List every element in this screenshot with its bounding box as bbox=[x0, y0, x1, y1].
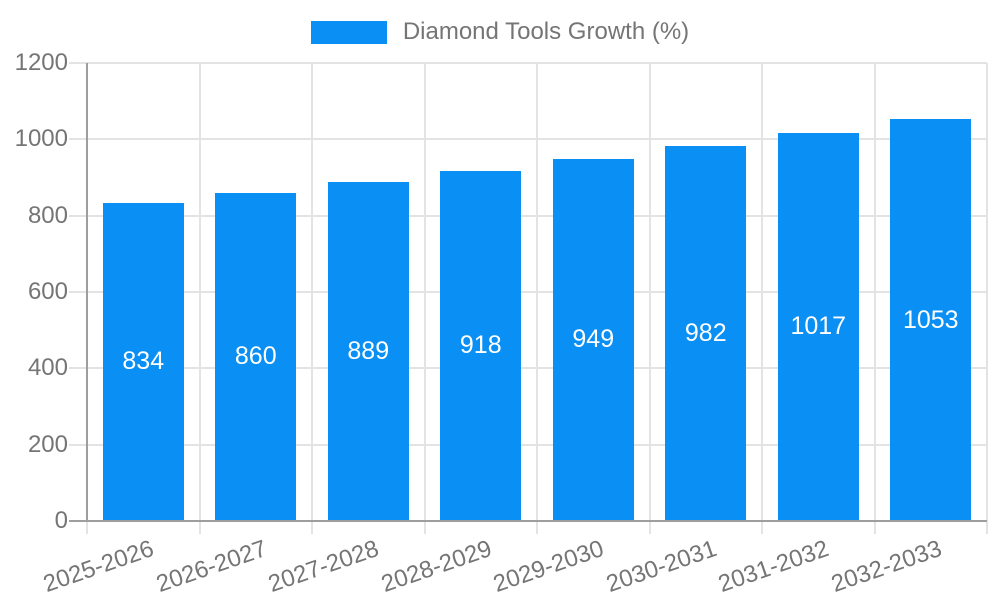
x-tick-label: 2027-2028 bbox=[265, 535, 383, 598]
x-grid-line bbox=[311, 63, 313, 534]
bar[interactable]: 982 bbox=[665, 146, 747, 521]
x-axis-line bbox=[69, 520, 987, 522]
y-grid-line bbox=[69, 138, 987, 141]
x-tick-label: 2031-2032 bbox=[715, 535, 833, 598]
bar-value-label: 889 bbox=[347, 336, 390, 365]
bar-value-label: 949 bbox=[572, 325, 615, 354]
legend[interactable]: Diamond Tools Growth (%) bbox=[0, 18, 1000, 46]
x-grid-line bbox=[198, 63, 201, 534]
bar[interactable]: 1053 bbox=[890, 119, 972, 521]
y-grid-line bbox=[69, 62, 987, 64]
y-grid-line bbox=[69, 291, 987, 293]
y-tick-label: 1000 bbox=[14, 125, 68, 153]
x-grid-line bbox=[648, 63, 651, 534]
bar[interactable]: 889 bbox=[327, 181, 409, 521]
bar-value-label: 982 bbox=[684, 319, 727, 348]
legend-swatch bbox=[310, 20, 387, 44]
x-grid-line bbox=[761, 63, 763, 534]
bar[interactable]: 860 bbox=[215, 192, 297, 521]
bar[interactable]: 949 bbox=[552, 158, 634, 521]
y-tick-label: 400 bbox=[27, 354, 68, 382]
y-grid-line bbox=[69, 367, 987, 370]
x-tick-label: 2028-2029 bbox=[377, 535, 496, 598]
bar-value-label: 834 bbox=[122, 347, 165, 376]
bar[interactable]: 834 bbox=[102, 202, 184, 521]
y-tick-label: 800 bbox=[27, 201, 68, 229]
y-tick-label: 200 bbox=[27, 430, 68, 458]
bar[interactable]: 1017 bbox=[777, 132, 859, 521]
bar-value-label: 1017 bbox=[790, 312, 847, 341]
x-grid-line bbox=[536, 63, 538, 534]
x-grid-line bbox=[986, 63, 988, 534]
bar[interactable]: 918 bbox=[440, 170, 522, 521]
x-grid-line bbox=[873, 63, 876, 534]
x-tick-label: 2025-2026 bbox=[40, 535, 158, 598]
y-tick-label: 0 bbox=[54, 507, 68, 534]
x-tick-label: 2032-2033 bbox=[827, 535, 946, 598]
x-tick-label: 2026-2027 bbox=[152, 535, 271, 598]
bar-value-label: 1053 bbox=[902, 305, 959, 334]
y-axis-line bbox=[86, 63, 88, 521]
y-tick-label: 1200 bbox=[14, 49, 68, 76]
legend-label: Diamond Tools Growth (%) bbox=[402, 18, 690, 45]
x-grid-line bbox=[423, 63, 426, 534]
y-grid-line bbox=[69, 214, 987, 217]
y-grid-line bbox=[69, 443, 987, 446]
y-tick-label: 600 bbox=[27, 278, 68, 305]
bar-value-label: 918 bbox=[459, 331, 502, 360]
bar-value-label: 860 bbox=[234, 342, 277, 371]
x-tick-label: 2029-2030 bbox=[490, 535, 608, 598]
x-tick-label: 2030-2031 bbox=[602, 535, 721, 598]
